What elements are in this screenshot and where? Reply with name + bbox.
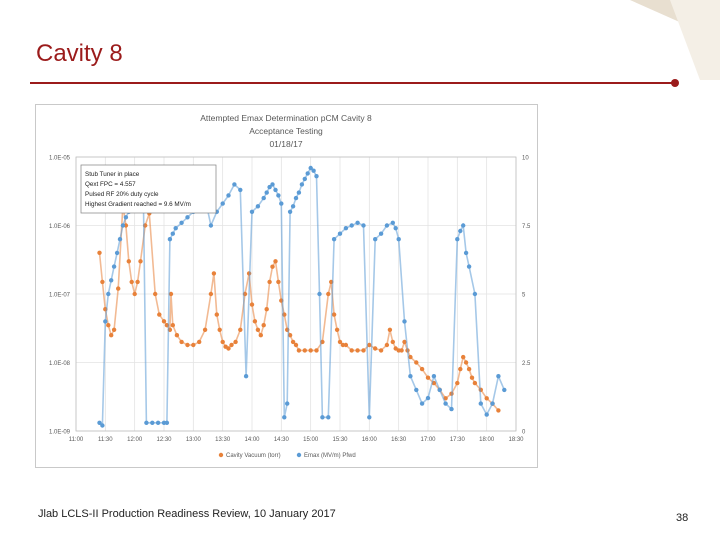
x-tick-label: 15:30 [332,437,348,443]
x-tick-label: 18:30 [508,437,524,443]
x-tick-label: 14:00 [244,437,260,443]
slide-title: Cavity 8 [36,40,123,67]
y-left-tick-label: 1.0E-06 [49,224,71,230]
y-right-ticks: 10 7.5 5 2.5 0 [522,156,531,436]
annotation-line: Pulsed RF 20% duty cycle [85,191,159,198]
legend-marker [218,452,224,458]
corner-decoration [520,0,720,80]
chart-title-line: Attempted Emax Determination pCM Cavity … [200,113,372,123]
legend-marker [296,452,302,458]
x-tick-label: 15:00 [303,437,319,443]
x-tick-label: 16:30 [391,437,407,443]
legend-label: Emax (MV/m) Pfwd [304,453,356,459]
chart-legend: Cavity Vacuum (torr) Emax (MV/m) Pfwd [218,452,356,459]
y-left-ticks: 1.0E-05 1.0E-06 1.0E-07 1.0E-08 1.0E-09 [49,156,71,436]
corner-shapes [580,0,720,80]
x-ticks: 11:00 11:30 12:00 12:30 13:00 13:30 14:00 14:30… [69,437,524,443]
x-tick-label: 17:00 [420,437,436,443]
footer-text: Jlab LCLS-II Production Readiness Review… [38,508,336,520]
x-tick-label: 16:00 [362,437,378,443]
y-left-tick-label: 1.0E-09 [49,430,71,436]
y-left-tick-label: 1.0E-07 [49,293,71,299]
x-tick-label: 17:30 [450,437,466,443]
x-tick-label: 12:00 [127,437,143,443]
annotation-frame [80,164,217,214]
x-tick-label: 12:30 [156,437,172,443]
x-tick-label: 18:00 [479,437,495,443]
y-right-tick-label: 5 [522,293,526,299]
title-rule-dot [671,79,679,87]
y-left-tick-label: 1.0E-05 [49,156,71,162]
chart-svg: Attempted Emax Determination pCM Cavity … [49,113,531,459]
y-right-tick-label: 2.5 [522,361,531,367]
annotation-line: Qext FPC = 4.557 [85,181,136,188]
y-right-tick-label: 7.5 [522,224,531,230]
x-tick-label: 13:00 [186,437,202,443]
page-number: 38 [676,512,689,524]
x-tick-label: 14:30 [274,437,290,443]
legend-label: Cavity Vacuum (torr) [226,453,281,459]
chart-title-group: Attempted Emax Determination pCM Cavity … [200,113,372,149]
x-tick-label: 11:00 [69,437,84,443]
series-trace [98,166,506,428]
series-0 [97,202,501,413]
annotation-line: Highest Gradient reached = 9.6 MV/m [85,201,191,208]
annotation-line: Stub Tuner in place [85,171,140,178]
y-left-tick-label: 1.0E-08 [49,361,71,367]
y-right-tick-label: 0 [522,430,526,436]
x-tick-label: 11:30 [98,437,113,443]
plot-area [75,156,517,432]
annotation-box: Stub Tuner in place Qext FPC = 4.557 Pulse… [80,164,217,214]
chart-title-line: Acceptance Testing [249,126,323,136]
x-tick-label: 13:30 [215,437,231,443]
chart-title-line: 01/18/17 [269,139,302,149]
chart-frame: Attempted Emax Determination pCM Cavity … [35,104,538,468]
y-right-tick-label: 10 [522,156,529,162]
title-rule [30,82,675,84]
series-trace [98,204,500,411]
